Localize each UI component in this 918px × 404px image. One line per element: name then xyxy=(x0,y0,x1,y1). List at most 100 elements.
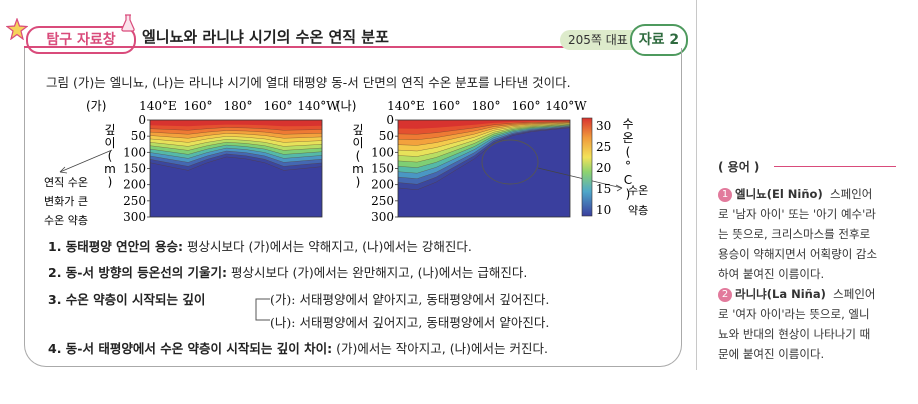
y-tick-label: 200 xyxy=(123,178,146,192)
y-tick-label: 50 xyxy=(131,129,146,143)
isotherm-line xyxy=(398,125,570,174)
y-axis-label-char: 이 xyxy=(104,136,115,150)
glossary-heading: ( 용어 ) xyxy=(718,160,760,174)
x-tick-label: 140°W xyxy=(545,99,587,113)
isotherm-line xyxy=(150,144,322,155)
isotherm-line xyxy=(150,136,322,143)
arrow-icon xyxy=(615,184,623,192)
isotherm-line xyxy=(398,126,570,185)
isotherm-line xyxy=(398,123,570,152)
item-3-sub-b: (나): 서태평양에서 깊어지고, 동태평양에서 얕아진다. xyxy=(270,315,550,330)
colorbar-tick-label: 10 xyxy=(596,203,611,217)
column-divider xyxy=(696,0,697,370)
arrow-icon xyxy=(59,166,68,174)
chart-annotation: 변화가 큰 xyxy=(44,195,88,208)
page-reference: 205쪽 대표 xyxy=(560,30,636,50)
y-tick-label: 50 xyxy=(379,129,394,143)
x-tick-label: 180° xyxy=(472,99,501,113)
x-tick-label: 180° xyxy=(224,99,253,113)
x-tick-label: 140°E xyxy=(387,99,425,113)
isotherm-line xyxy=(150,141,322,151)
colorbar-tick-label: 30 xyxy=(596,119,611,133)
glossary-rule xyxy=(774,166,896,167)
isotherm-line xyxy=(150,147,322,159)
colorbar xyxy=(581,117,593,217)
isotherm-line xyxy=(398,121,570,141)
resource-badge: 자료 2 xyxy=(630,24,688,56)
y-tick-label: 150 xyxy=(371,162,394,176)
y-axis-label-char: ( xyxy=(356,149,361,163)
isotherm-line xyxy=(398,127,570,191)
y-tick-label: 0 xyxy=(138,113,146,127)
isotherm-band xyxy=(150,120,322,127)
annotation-leader xyxy=(537,167,623,189)
glossary-term-2: 2 라니냐(La Niña) 스페인어 로 '여자 아이'라는 뜻으로, 엘니 뇨… xyxy=(718,287,876,361)
colorbar-label-char: 수 xyxy=(622,117,633,131)
thermocline-highlight xyxy=(481,139,539,185)
y-tick-label: 300 xyxy=(371,210,394,224)
isotherm-line xyxy=(398,124,570,163)
x-tick-label: 160° xyxy=(512,99,541,113)
number-2-icon: 2 xyxy=(718,288,732,302)
isotherm-line xyxy=(150,130,322,135)
y-tick-label: 300 xyxy=(123,210,146,224)
item-3-bracket xyxy=(255,298,270,321)
y-tick-label: 150 xyxy=(123,162,146,176)
glossary-term-1: 1 엘니뇨(El Niño) 스페인어 로 '남자 아이' 또는 '아기 예수'라… xyxy=(718,187,878,281)
y-axis-label-char: ( xyxy=(108,149,113,163)
header-rule xyxy=(24,46,682,48)
isotherm-line xyxy=(150,127,322,131)
colorbar-label-char: ° xyxy=(625,159,631,173)
chart-annotation: 연직 수온 xyxy=(44,176,88,189)
isotherm-line xyxy=(398,125,570,168)
item-2: 2. 동-서 방향의 등온선의 기울기: 평상시보다 (가)에서는 완만해지고,… xyxy=(48,265,528,280)
flask-icon xyxy=(121,14,135,32)
colorbar-tick-label: 25 xyxy=(596,140,611,154)
chart-annotation: 수온 xyxy=(628,184,648,197)
colorbar-label-char: ) xyxy=(626,187,631,201)
item-3-sub-a: (가): 서태평양에서 얕아지고, 동태평양에서 깊어진다. xyxy=(270,292,550,307)
item-1: 1. 동태평양 연안의 용승: 평상시보다 (가)에서는 약해지고, (나)에서… xyxy=(48,239,472,254)
x-tick-label: 140°E xyxy=(139,99,177,113)
isotherm-line xyxy=(150,156,322,171)
item-3: 3. 수온 약층이 시작되는 깊이 xyxy=(48,292,206,307)
item-4: 4. 동-서 태평양에서 수온 약층이 시작되는 깊이 차이: (가)에서는 작… xyxy=(48,341,548,356)
y-axis-label-char: ) xyxy=(356,175,361,189)
isotherm-line xyxy=(150,139,322,147)
chart-annotation: 수온 약층 xyxy=(44,213,88,227)
x-tick-label: 160° xyxy=(432,99,461,113)
chart-annotation: 약층 xyxy=(628,203,648,217)
number-1-icon: 1 xyxy=(718,188,732,202)
y-tick-label: 250 xyxy=(371,194,394,208)
content-frame xyxy=(24,48,682,367)
colorbar-tick-label: 15 xyxy=(596,182,611,196)
y-tick-label: 100 xyxy=(371,145,394,159)
y-tick-label: 250 xyxy=(123,194,146,208)
colorbar-label-char: C xyxy=(624,173,632,187)
isotherm-line xyxy=(398,126,570,179)
y-axis-label-char: m xyxy=(104,162,116,176)
y-axis-label-char: 깊 xyxy=(352,123,363,137)
y-axis-label-char: ) xyxy=(108,175,113,189)
y-axis-label-char: 이 xyxy=(352,136,363,150)
page-title: 엘니뇨와 라니냐 시기의 수온 연직 분포 xyxy=(142,28,389,46)
y-tick-label: 200 xyxy=(371,178,394,192)
isotherm-line xyxy=(150,153,322,167)
annotation-leader xyxy=(59,149,113,173)
y-tick-label: 0 xyxy=(386,113,394,127)
colorbar-label-char: 온 xyxy=(622,131,633,145)
x-tick-label: 160° xyxy=(264,99,293,113)
x-tick-label: 160° xyxy=(184,99,213,113)
isotherm-line xyxy=(150,133,322,139)
panel-label: (가) xyxy=(86,99,106,113)
y-axis-label-char: 깊 xyxy=(104,123,115,137)
colorbar-tick-label: 20 xyxy=(596,161,611,175)
colorbar-label-char: ( xyxy=(626,145,631,159)
isotherm-line xyxy=(398,123,570,157)
x-tick-label: 140°W xyxy=(297,99,339,113)
intro-text: 그림 (가)는 엘니뇨, (나)는 라니냐 시기에 열대 태평양 동-서 단면의… xyxy=(46,75,571,90)
sparkle-icon xyxy=(6,18,28,40)
isotherm-line xyxy=(398,122,570,146)
y-axis-label-char: m xyxy=(352,162,364,176)
